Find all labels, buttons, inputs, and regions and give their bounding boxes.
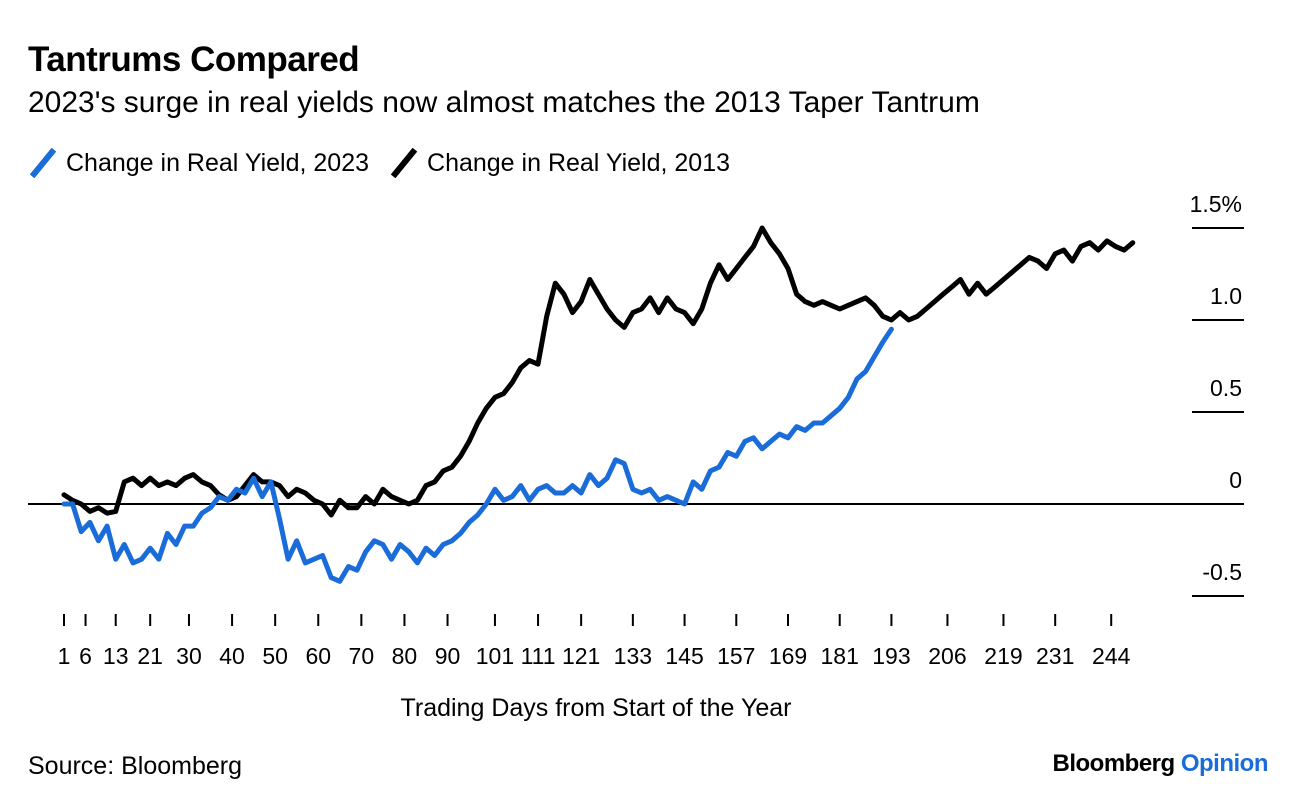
brand-name: Bloomberg: [1052, 750, 1176, 777]
x-tick-label: 13: [103, 643, 129, 669]
x-tick-label: 21: [137, 643, 163, 669]
x-tick-label: 111: [521, 643, 556, 669]
source-note: Source: Bloomberg: [28, 752, 243, 780]
x-tick-label: 80: [392, 643, 418, 669]
legend-item-2023: Change in Real Yield, 2023: [30, 148, 369, 178]
x-tick-label: 60: [305, 643, 331, 669]
legend-swatch-2023: [30, 148, 56, 178]
x-tick-label: 231: [1036, 643, 1074, 669]
x-tick-label: 70: [349, 643, 375, 669]
legend-label-2013: Change in Real Yield, 2013: [427, 148, 731, 177]
y-tick-label: 1.0: [1210, 283, 1242, 309]
legend-label-2023: Change in Real Yield, 2023: [66, 148, 370, 177]
x-tick-label: 181: [821, 643, 859, 669]
x-tick-label: 90: [435, 643, 461, 669]
legend-item-2013: Change in Real Yield, 2013: [391, 148, 730, 178]
x-tick-label: 30: [176, 643, 202, 669]
series-layer: [61, 225, 1136, 584]
x-tick-label: 206: [928, 643, 966, 669]
series-line-2023: [61, 326, 894, 584]
axis-layer: 1.5% 1.0 0.5 0 -0.5 1 6 13 21 30 40 50 60 70 80 90 101 11…: [28, 191, 1244, 669]
x-tick-label: 1: [58, 643, 71, 669]
legend-swatch-2013: [391, 148, 418, 178]
chart-title: Tantrums Compared: [28, 40, 360, 79]
chart-subtitle: 2023's surge in real yields now almost m…: [28, 86, 980, 119]
x-tick-label: 40: [219, 643, 245, 669]
y-tick-label: -0.5: [1202, 559, 1242, 585]
x-tick-label: 244: [1092, 643, 1131, 669]
x-tick-label: 219: [984, 643, 1022, 669]
x-tick-label: 157: [717, 643, 755, 669]
y-tick-label: 0.5: [1210, 375, 1242, 401]
y-tick-label: 0: [1229, 467, 1242, 493]
x-tick-label: 50: [262, 643, 288, 669]
x-tick-label: 193: [872, 643, 910, 669]
x-tick-label: 101: [476, 643, 514, 669]
x-tick-label: 121: [562, 643, 600, 669]
y-tick-label: 1.5%: [1190, 191, 1242, 217]
x-axis-label-wrap: Trading Days from Start of the Year: [0, 694, 1296, 723]
x-tick-label: 133: [614, 643, 652, 669]
x-axis-label: Trading Days from Start of the Year: [400, 694, 792, 722]
brand-accent: Opinion: [1180, 750, 1269, 777]
x-tick-label: 169: [769, 643, 807, 669]
series-line-2013: [61, 225, 1136, 518]
legend: Change in Real Yield, 2023 Change in Rea…: [30, 148, 752, 178]
bloomberg-opinion-logo: Bloomberg Opinion: [1053, 750, 1269, 778]
x-tick-label: 6: [79, 643, 92, 669]
x-tick-label: 145: [665, 643, 703, 669]
